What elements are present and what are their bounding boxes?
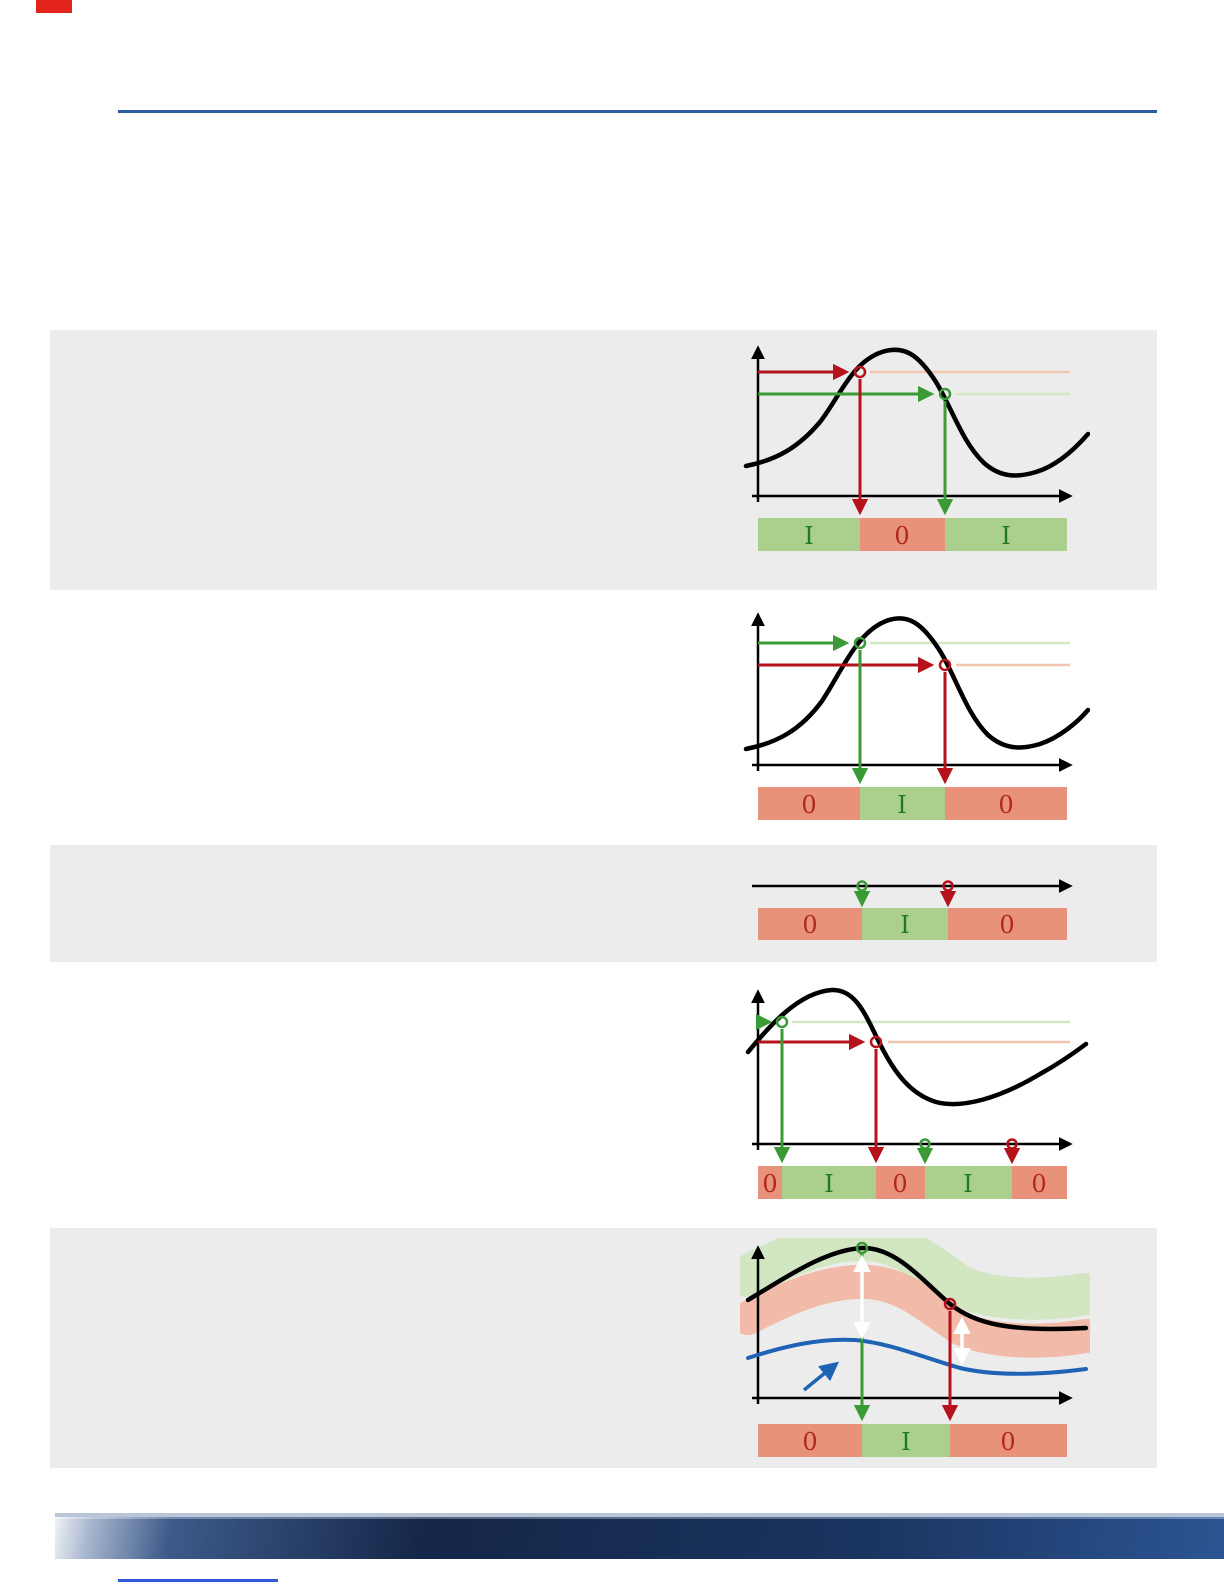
- band-segment-on: [925, 1166, 1012, 1199]
- reference-pointer-arrow: [802, 1361, 839, 1392]
- switch-on-point: [938, 387, 952, 401]
- footer-link[interactable]: [118, 1579, 278, 1582]
- band-label: I: [1001, 522, 1010, 550]
- tolerance-band-off: [740, 1264, 1090, 1358]
- switch-off-point: [942, 880, 954, 892]
- band-segment-off: [945, 787, 1067, 820]
- band-segment-off: [1012, 1166, 1067, 1199]
- band-segment-on: [862, 1424, 950, 1457]
- switch-off-point: [938, 658, 952, 672]
- switch-on-point: [855, 1241, 869, 1255]
- band-label: 0: [762, 1170, 777, 1198]
- band-label: 0: [1000, 1428, 1015, 1456]
- band-label: 0: [1031, 1170, 1046, 1198]
- signal-curve: [745, 1245, 1089, 1332]
- switch-on-point-2: [919, 1138, 931, 1150]
- band-label: I: [804, 522, 813, 550]
- band-segment-off: [758, 908, 862, 940]
- switch-off-point: [869, 1035, 883, 1049]
- signal-curve: [745, 987, 1089, 1107]
- band-label: I: [897, 791, 906, 819]
- header-rule: [118, 110, 1157, 113]
- band-segment-off: [948, 908, 1067, 940]
- switch-on-point: [853, 636, 867, 650]
- band-segment-off: [758, 787, 860, 820]
- band-label: 0: [998, 791, 1013, 819]
- figure-output-timeline: 0 I 0: [752, 879, 1073, 940]
- switch-off-point-2: [1006, 1138, 1018, 1150]
- band-label: 0: [802, 911, 817, 939]
- switch-off-point: [853, 365, 867, 379]
- band-segment-on: [758, 518, 860, 551]
- band-label: 0: [999, 911, 1014, 939]
- band-segment-off: [950, 1424, 1067, 1457]
- band-segment-on: [945, 518, 1067, 551]
- tolerance-band-on: [740, 1238, 1090, 1320]
- band-segment-off: [758, 1424, 862, 1457]
- band-label: 0: [892, 1170, 907, 1198]
- band-label: I: [963, 1170, 972, 1198]
- footer-banner: [55, 1517, 1224, 1559]
- band-segment-off: [758, 1166, 782, 1199]
- band-label: 0: [894, 522, 909, 550]
- signal-curve: [743, 347, 1090, 478]
- figure-dynamic-reference: 0 I 0: [740, 1238, 1090, 1457]
- band-label: I: [901, 1428, 910, 1456]
- band-label: I: [824, 1170, 833, 1198]
- band-segment-off: [860, 518, 945, 551]
- page-corner-mark: [36, 0, 72, 13]
- figure-hysteresis-normally-on: I 0 I: [743, 345, 1090, 551]
- reference-curve: [746, 1337, 1088, 1376]
- figure-double-switching: 0 I 0 I 0: [745, 987, 1089, 1199]
- band-label: 0: [801, 791, 816, 819]
- footer-top-strip: [55, 1513, 1224, 1517]
- signal-curve: [743, 616, 1090, 752]
- figure-hysteresis-normally-off: 0 I 0: [743, 612, 1090, 820]
- switch-on-point: [856, 880, 868, 892]
- band-segment-off: [876, 1166, 925, 1199]
- band-segment-on: [860, 787, 945, 820]
- band-label: I: [900, 911, 909, 939]
- band-segment-on: [782, 1166, 876, 1199]
- content-row-3: [50, 845, 1157, 962]
- switch-on-point: [775, 1015, 789, 1029]
- band-segment-on: [862, 908, 948, 940]
- switch-off-point: [943, 1297, 957, 1311]
- band-label: 0: [802, 1428, 817, 1456]
